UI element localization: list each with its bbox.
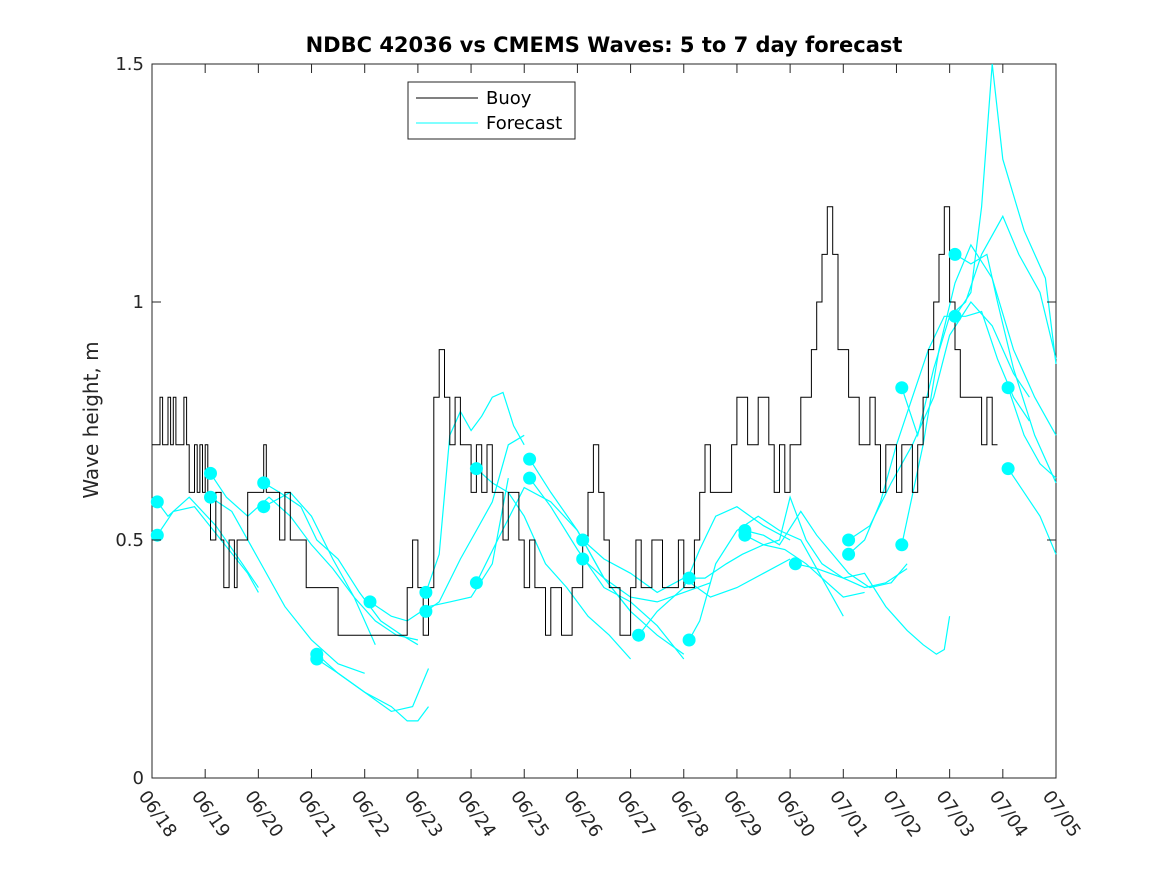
forecast-line-24 bbox=[848, 310, 1030, 555]
chart-title: NDBC 42036 vs CMEMS Waves: 5 to 7 day fo… bbox=[306, 33, 903, 57]
forecast-marker bbox=[632, 628, 646, 642]
forecast-marker bbox=[738, 528, 752, 542]
forecast-line-22 bbox=[744, 495, 908, 589]
legend-box bbox=[407, 81, 576, 140]
forecast-marker bbox=[1001, 381, 1015, 395]
forecast-line-28 bbox=[954, 63, 1057, 364]
forecast-markers-group bbox=[150, 247, 1015, 666]
forecast-line-9 bbox=[369, 477, 509, 622]
forecast-line-25 bbox=[848, 301, 1030, 541]
y-tick-label: 1.5 bbox=[115, 54, 144, 75]
forecast-line-21 bbox=[744, 510, 908, 589]
forecast-marker bbox=[788, 557, 802, 571]
forecast-marker bbox=[576, 552, 590, 566]
legend-label-buoy: Buoy bbox=[486, 88, 532, 109]
forecast-marker bbox=[150, 495, 164, 509]
forecast-marker bbox=[419, 604, 433, 618]
forecast-line-5 bbox=[263, 491, 376, 645]
forecast-marker bbox=[842, 547, 856, 561]
y-tick-label: 1 bbox=[133, 292, 144, 313]
forecast-line-15 bbox=[529, 477, 685, 660]
forecast-marker bbox=[523, 452, 537, 466]
forecast-line-23 bbox=[795, 563, 951, 655]
forecast-marker bbox=[682, 633, 696, 647]
plot-area bbox=[151, 63, 1057, 779]
forecast-marker bbox=[576, 533, 590, 547]
y-axis-label: Wave height, m bbox=[79, 341, 103, 498]
forecast-line-27 bbox=[901, 214, 1057, 438]
forecast-marker bbox=[150, 528, 164, 542]
legend: Buoy Forecast bbox=[407, 81, 576, 140]
forecast-marker bbox=[204, 466, 217, 480]
forecast-line-11 bbox=[425, 434, 525, 612]
forecast-marker bbox=[204, 490, 217, 504]
forecast-line-2 bbox=[156, 496, 259, 588]
forecast-line-19 bbox=[688, 515, 865, 641]
forecast-series-group bbox=[156, 63, 1057, 722]
forecast-marker bbox=[257, 476, 271, 490]
forecast-line-26 bbox=[901, 243, 1057, 545]
forecast-line-17 bbox=[582, 558, 711, 603]
forecast-marker bbox=[948, 247, 962, 261]
forecast-line-31 bbox=[1007, 468, 1057, 555]
y-axis: 0 0.5 1 1.5 bbox=[115, 54, 1056, 789]
forecast-marker bbox=[895, 538, 909, 552]
forecast-line-6 bbox=[263, 482, 419, 646]
forecast-line-18 bbox=[638, 506, 791, 636]
forecast-line-29 bbox=[954, 253, 1057, 484]
forecast-marker bbox=[363, 595, 377, 609]
forecast-marker bbox=[469, 576, 483, 590]
y-tick-label: 0.5 bbox=[115, 530, 144, 551]
buoy-line bbox=[152, 206, 998, 636]
forecast-marker bbox=[469, 462, 483, 476]
forecast-line-1 bbox=[156, 506, 259, 593]
forecast-line-10 bbox=[425, 391, 525, 593]
forecast-marker bbox=[1001, 462, 1015, 476]
forecast-marker bbox=[948, 309, 962, 323]
forecast-marker bbox=[842, 533, 856, 547]
forecast-line-4 bbox=[210, 473, 419, 641]
buoy-series-group bbox=[152, 206, 998, 636]
forecast-line-13 bbox=[475, 468, 632, 660]
forecast-line-3 bbox=[210, 496, 365, 674]
forecast-marker bbox=[310, 652, 324, 666]
legend-label-forecast: Forecast bbox=[486, 113, 562, 134]
y-tick-label: 0 bbox=[133, 768, 144, 789]
forecast-marker bbox=[419, 585, 433, 599]
forecast-line-30 bbox=[1007, 387, 1057, 479]
forecast-marker bbox=[523, 471, 537, 485]
forecast-marker bbox=[257, 500, 271, 514]
forecast-line-8 bbox=[316, 653, 429, 722]
forecast-marker bbox=[895, 381, 909, 395]
forecast-marker bbox=[682, 571, 696, 585]
